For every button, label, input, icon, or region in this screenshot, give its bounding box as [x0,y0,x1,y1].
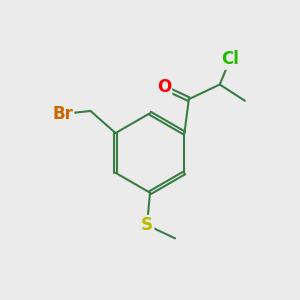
Text: Cl: Cl [221,50,239,68]
Text: Br: Br [52,105,73,123]
Text: S: S [141,216,153,234]
Text: O: O [157,78,171,96]
